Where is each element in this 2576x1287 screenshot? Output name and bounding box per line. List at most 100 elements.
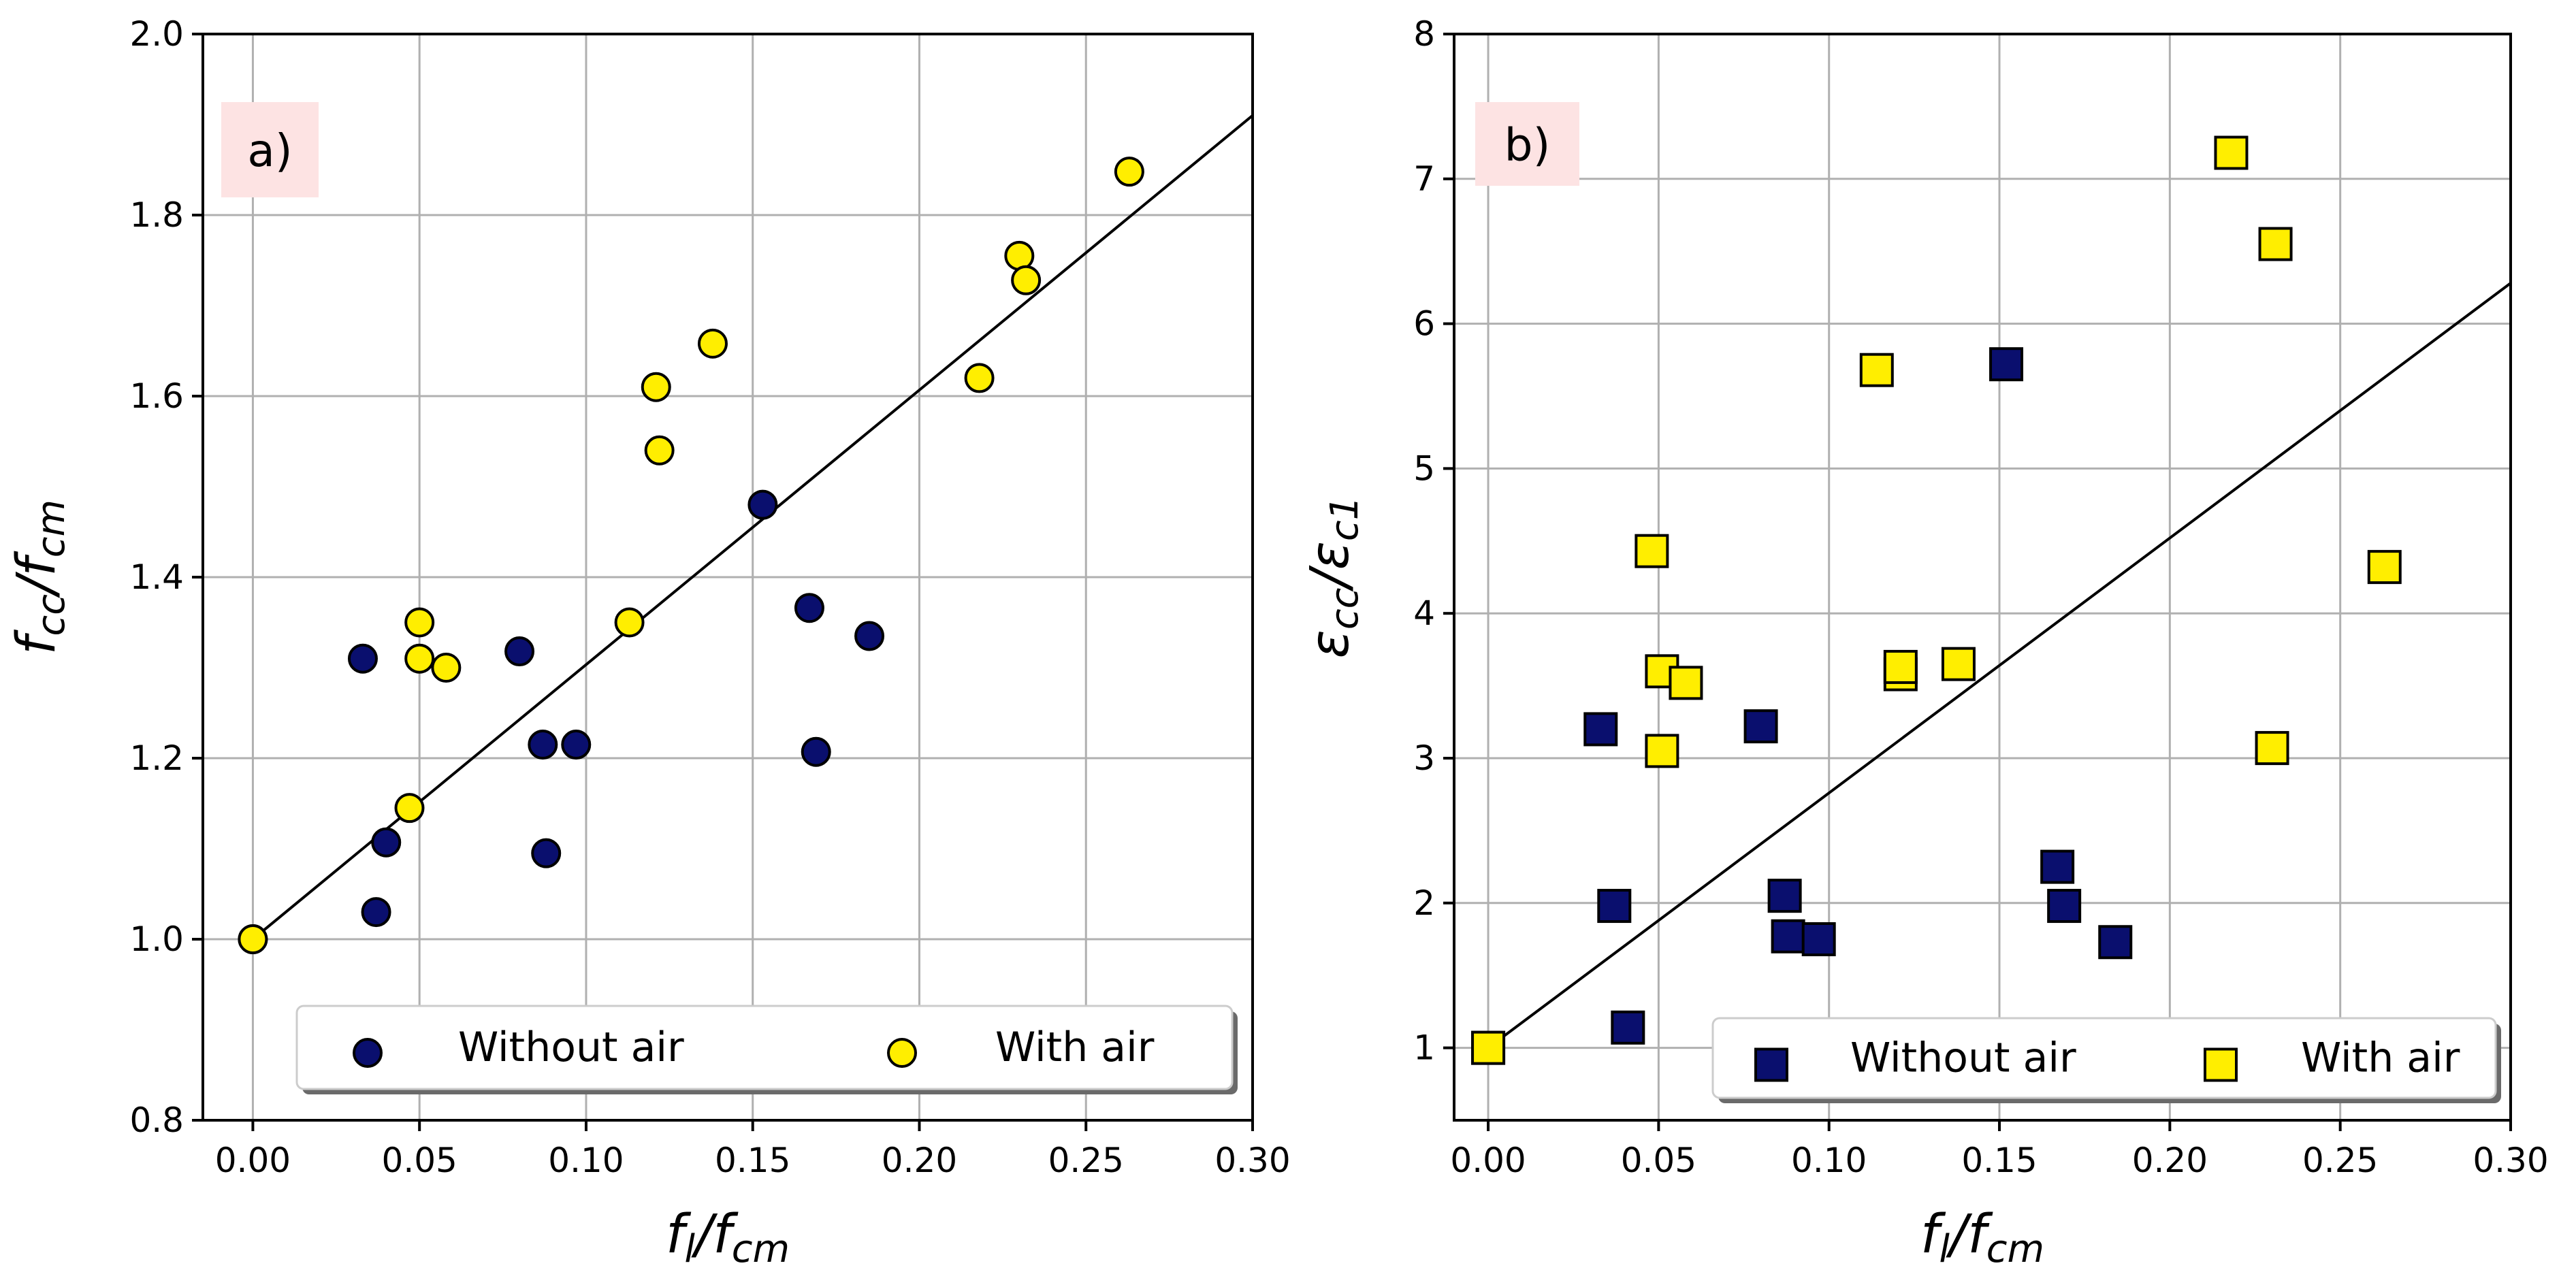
legend-marker-with-air bbox=[887, 1038, 917, 1068]
y-tick-label: 3 bbox=[1413, 738, 1435, 778]
point-with-air bbox=[1114, 157, 1144, 187]
point-with-air bbox=[431, 653, 462, 683]
point-without-air bbox=[747, 489, 778, 520]
panel-label: b) bbox=[1504, 119, 1551, 172]
panel-label-box bbox=[1475, 102, 1579, 186]
x-tick-label: 0.25 bbox=[2302, 1141, 2378, 1180]
point-with-air bbox=[2214, 135, 2249, 170]
legend-label-without-air: Without air bbox=[1850, 1035, 2076, 1082]
x-tick-label: 0.00 bbox=[1450, 1141, 1526, 1180]
point-without-air bbox=[854, 621, 885, 651]
point-with-air bbox=[964, 363, 995, 393]
point-without-air bbox=[347, 643, 378, 674]
point-without-air bbox=[1767, 879, 1802, 913]
x-tick-label: 0.05 bbox=[382, 1141, 457, 1180]
x-tick-label: 0.15 bbox=[715, 1141, 790, 1180]
point-without-air bbox=[1989, 347, 2024, 382]
y-tick-label: 6 bbox=[1413, 304, 1435, 344]
point-without-air bbox=[531, 838, 562, 868]
point-with-air bbox=[1645, 734, 1679, 768]
x-tick-label: 0.10 bbox=[548, 1141, 624, 1180]
x-tick-label: 0.20 bbox=[882, 1141, 957, 1180]
x-tick-label: 0.00 bbox=[215, 1141, 291, 1180]
point-with-air bbox=[614, 607, 645, 638]
plot-frame bbox=[202, 33, 1254, 1122]
point-with-air bbox=[2255, 731, 2289, 766]
y-tick-label: 1.0 bbox=[129, 919, 184, 959]
y-tick-label: 1 bbox=[1413, 1028, 1435, 1068]
legend-marker-without-air bbox=[353, 1038, 383, 1068]
panel-a-chart: 0.00 0.05 0.10 0.15 0.20 0.25 0.30 0.8 1.0 1.2 1.4… bbox=[6, 14, 1291, 1271]
x-axis-label: fl/fcm bbox=[666, 1204, 790, 1271]
point-without-air bbox=[1771, 919, 1805, 954]
y-tick-label: 1.6 bbox=[129, 376, 184, 416]
y-tick-label: 2 bbox=[1413, 883, 1435, 923]
legend-box bbox=[1711, 1017, 2497, 1099]
point-with-air bbox=[1004, 240, 1035, 271]
point-with-air bbox=[404, 607, 435, 638]
point-with-air bbox=[1941, 647, 1976, 681]
y-tick-label: 1.8 bbox=[129, 195, 184, 235]
point-with-air bbox=[1635, 534, 1669, 568]
point-without-air bbox=[2047, 889, 2082, 924]
x-tick-label: 0.05 bbox=[1621, 1141, 1696, 1180]
point-with-air bbox=[394, 793, 425, 824]
y-tick-label: 8 bbox=[1413, 14, 1435, 54]
point-without-air bbox=[504, 636, 535, 667]
x-tick-label: 0.20 bbox=[2132, 1141, 2208, 1180]
point-with-air bbox=[2367, 550, 2402, 585]
legend-box bbox=[295, 1005, 1234, 1090]
x-tick-label: 0.10 bbox=[1791, 1141, 1867, 1180]
legend-label-without-air: Without air bbox=[458, 1024, 684, 1071]
point-without-air bbox=[561, 730, 592, 760]
y-axis-label: εcc/εc1 bbox=[1300, 496, 1367, 659]
point-with-air bbox=[1669, 666, 1703, 700]
y-tick-label: 7 bbox=[1413, 159, 1435, 199]
plot-area bbox=[1454, 34, 2511, 1120]
point-with-air bbox=[404, 643, 435, 674]
panel-label-box bbox=[221, 102, 319, 197]
y-tick-label: 2.0 bbox=[129, 14, 184, 54]
point-without-air bbox=[2040, 849, 2075, 884]
plot-frame bbox=[1453, 33, 2512, 1122]
point-with-air bbox=[1859, 353, 1894, 387]
point-with-air bbox=[697, 328, 728, 359]
legend-label-with-air: With air bbox=[2301, 1035, 2460, 1082]
point-without-air bbox=[371, 827, 402, 858]
y-tick-label: 1.4 bbox=[129, 557, 184, 597]
y-tick-label: 1.2 bbox=[129, 738, 184, 778]
x-tick-label: 0.30 bbox=[1214, 1141, 1290, 1180]
legend-label-with-air: With air bbox=[995, 1024, 1155, 1071]
point-with-air bbox=[644, 435, 675, 466]
panel-label: a) bbox=[247, 125, 292, 177]
x-axis-label: fl/fcm bbox=[1920, 1204, 2044, 1271]
point-without-air bbox=[801, 736, 831, 767]
x-tick-label: 0.30 bbox=[2473, 1141, 2548, 1180]
panel-b-chart: 0.00 0.05 0.10 0.15 0.20 0.25 0.30 1 2 3 4 5 6 7 8 b) Wi… bbox=[1300, 14, 2549, 1271]
point-without-air bbox=[1743, 709, 1778, 744]
legend-marker-with-air bbox=[2204, 1047, 2238, 1082]
point-with-air bbox=[2258, 227, 2293, 261]
point-with-air bbox=[1011, 265, 1042, 295]
y-tick-label: 5 bbox=[1413, 449, 1435, 488]
point-with-air bbox=[641, 372, 671, 402]
y-tick-label: 4 bbox=[1413, 593, 1435, 633]
legend-marker-without-air bbox=[1754, 1047, 1788, 1082]
point-with-air bbox=[1883, 649, 1918, 684]
fit-line bbox=[1487, 282, 2511, 1049]
point-without-air bbox=[2098, 925, 2133, 960]
point-with-air bbox=[238, 924, 268, 954]
y-tick-label: 0.8 bbox=[129, 1101, 184, 1140]
point-without-air bbox=[528, 730, 558, 760]
point-without-air bbox=[361, 897, 391, 928]
point-without-air bbox=[794, 593, 824, 623]
y-axis-label: fcc/fcm bbox=[6, 500, 74, 655]
x-tick-label: 0.15 bbox=[1961, 1141, 2037, 1180]
point-without-air bbox=[1611, 1010, 1645, 1045]
point-without-air bbox=[1801, 922, 1836, 956]
point-without-air bbox=[1583, 712, 1618, 747]
point-with-air bbox=[1471, 1030, 1506, 1065]
point-without-air bbox=[1597, 889, 1632, 924]
x-tick-label: 0.25 bbox=[1048, 1141, 1124, 1180]
